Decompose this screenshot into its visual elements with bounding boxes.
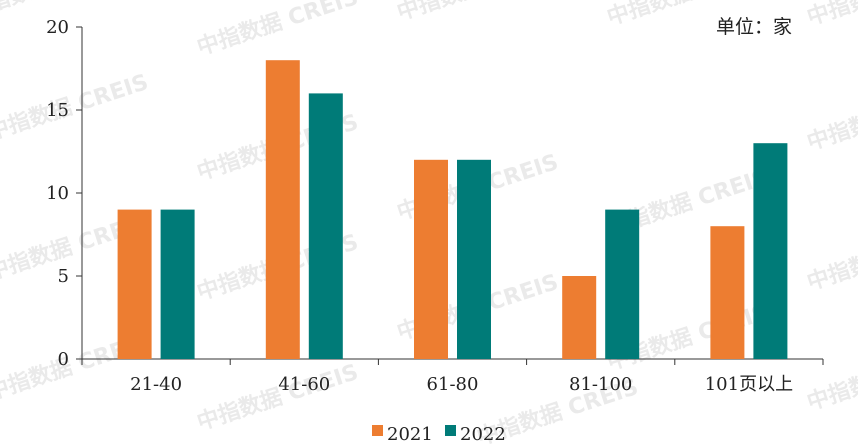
x-tick-label: 61-80	[427, 374, 479, 395]
tick-labels: 0 5 10 15 20 21-40 41-60 61-80 81-100 101页以上	[46, 17, 793, 395]
bar-2022-61-80	[457, 159, 491, 359]
watermark-text: 中指数据 CREIS	[0, 69, 151, 146]
watermark-text: 中指数据 CREIS	[804, 219, 858, 296]
y-tick-label: 20	[46, 17, 69, 38]
y-tick-label: 0	[58, 349, 69, 370]
unit-label: 单位：家	[716, 16, 792, 38]
y-tick-label: 5	[58, 266, 69, 287]
watermark-text: 中指数据 CREIS	[194, 0, 362, 61]
bar-2021-21-40	[117, 209, 152, 359]
x-tick-label: 81-100	[569, 374, 632, 395]
bar-2022-81-100	[605, 209, 640, 359]
bars	[117, 60, 788, 360]
axes	[76, 26, 824, 365]
x-tick-label: 21-40	[130, 374, 182, 395]
legend-swatch-2021	[372, 425, 383, 436]
watermark-text: 中指数据 CREIS	[394, 0, 562, 26]
watermark-text: 中指数据 CREIS	[804, 339, 858, 416]
bar-2021-81-100	[562, 276, 597, 359]
legend-label-2021: 2021	[387, 424, 433, 445]
x-tick-label: 101页以上	[705, 374, 793, 395]
bar-2021-101页以上	[710, 226, 745, 359]
legend-label-2022: 2022	[460, 424, 506, 445]
bar-2022-41-60	[308, 93, 343, 360]
watermark-text: 中指数据 CREIS	[804, 0, 858, 31]
bar-2022-101页以上	[753, 143, 788, 359]
legend-swatch-2022	[445, 425, 456, 436]
y-tick-label: 15	[46, 100, 69, 121]
bar-2021-41-60	[265, 60, 300, 359]
x-tick-label: 41-60	[278, 374, 330, 395]
watermark-text: 中指数据 CREIS	[194, 359, 362, 436]
watermark-text: 中指数据 CREIS	[804, 79, 858, 156]
bar-2021-61-80	[414, 159, 448, 359]
legend: 2021 2022	[372, 424, 506, 445]
y-tick-label: 10	[46, 183, 69, 204]
bar-2022-21-40	[160, 209, 195, 359]
